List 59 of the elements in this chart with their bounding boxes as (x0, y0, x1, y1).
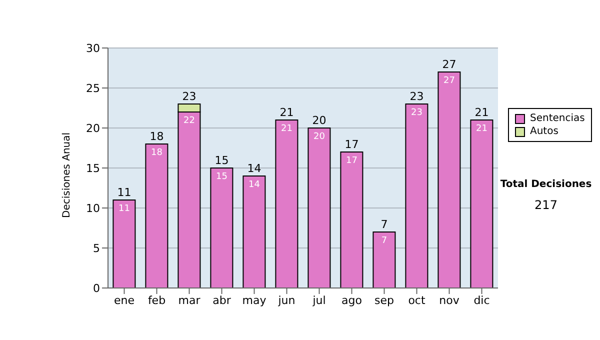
total-label: 14 (247, 162, 262, 175)
total-label: 11 (117, 186, 132, 199)
total-label: 20 (312, 114, 326, 127)
y-tick-label: 15 (86, 162, 100, 175)
total-label: 27 (442, 58, 456, 71)
y-tick-label: 10 (86, 202, 100, 215)
legend-label: Sentencias (530, 112, 585, 125)
data-label: 18 (150, 148, 163, 158)
bar (372, 232, 396, 288)
x-tick-label: mar (178, 294, 201, 307)
x-tick-label: jul (312, 294, 326, 307)
total-label: 7 (380, 218, 388, 231)
y-tick-label: 25 (86, 82, 100, 95)
data-label: 7 (381, 236, 388, 246)
data-label: 17 (346, 156, 358, 166)
x-tick-label: ene (114, 294, 135, 307)
text: 217 (534, 198, 558, 212)
x-tick-label: oct (408, 294, 426, 307)
x-tick-label: abr (212, 294, 232, 307)
y-axis-title: Decisiones Anual (62, 132, 73, 218)
data-label: 20 (313, 132, 326, 142)
bar (438, 72, 461, 288)
y-tick-label: 0 (93, 282, 100, 295)
data-label: 15 (216, 172, 228, 182)
data-label: 23 (410, 108, 422, 118)
x-tick-label: ago (342, 294, 362, 307)
data-label: 14 (248, 180, 260, 190)
x-tick-label: nov (439, 294, 460, 307)
data-label: 27 (443, 76, 455, 86)
bar (340, 152, 364, 288)
x-tick-label: may (242, 294, 267, 307)
bar (112, 200, 136, 288)
text: Total Decisiones (499, 179, 593, 190)
bar (308, 128, 331, 288)
x-tick-label: jun (277, 294, 296, 307)
bar (210, 168, 234, 288)
bar (242, 176, 266, 288)
x-tick-label: dic (474, 294, 490, 307)
legend-label: Autos (530, 125, 558, 138)
total-label: 21 (280, 106, 294, 119)
total-label: 21 (474, 106, 489, 119)
x-tick-label: sep (374, 294, 394, 307)
data-label: 22 (183, 116, 195, 126)
x-tick-label: feb (148, 294, 166, 307)
y-tick-label: 5 (93, 242, 100, 255)
y-tick-label: 20 (86, 122, 100, 135)
total-label: 23 (182, 90, 196, 103)
total-label: 15 (214, 154, 229, 167)
data-label: 21 (280, 124, 292, 134)
y-tick-label: 30 (86, 42, 100, 55)
bar (275, 120, 298, 288)
bar (405, 104, 428, 288)
bar (470, 120, 494, 288)
total-label: 23 (410, 90, 424, 103)
data-label: 11 (118, 204, 130, 214)
bar (145, 144, 168, 288)
data-label: 21 (476, 124, 488, 134)
total-label: 18 (150, 130, 164, 143)
total-label: 17 (344, 138, 359, 151)
